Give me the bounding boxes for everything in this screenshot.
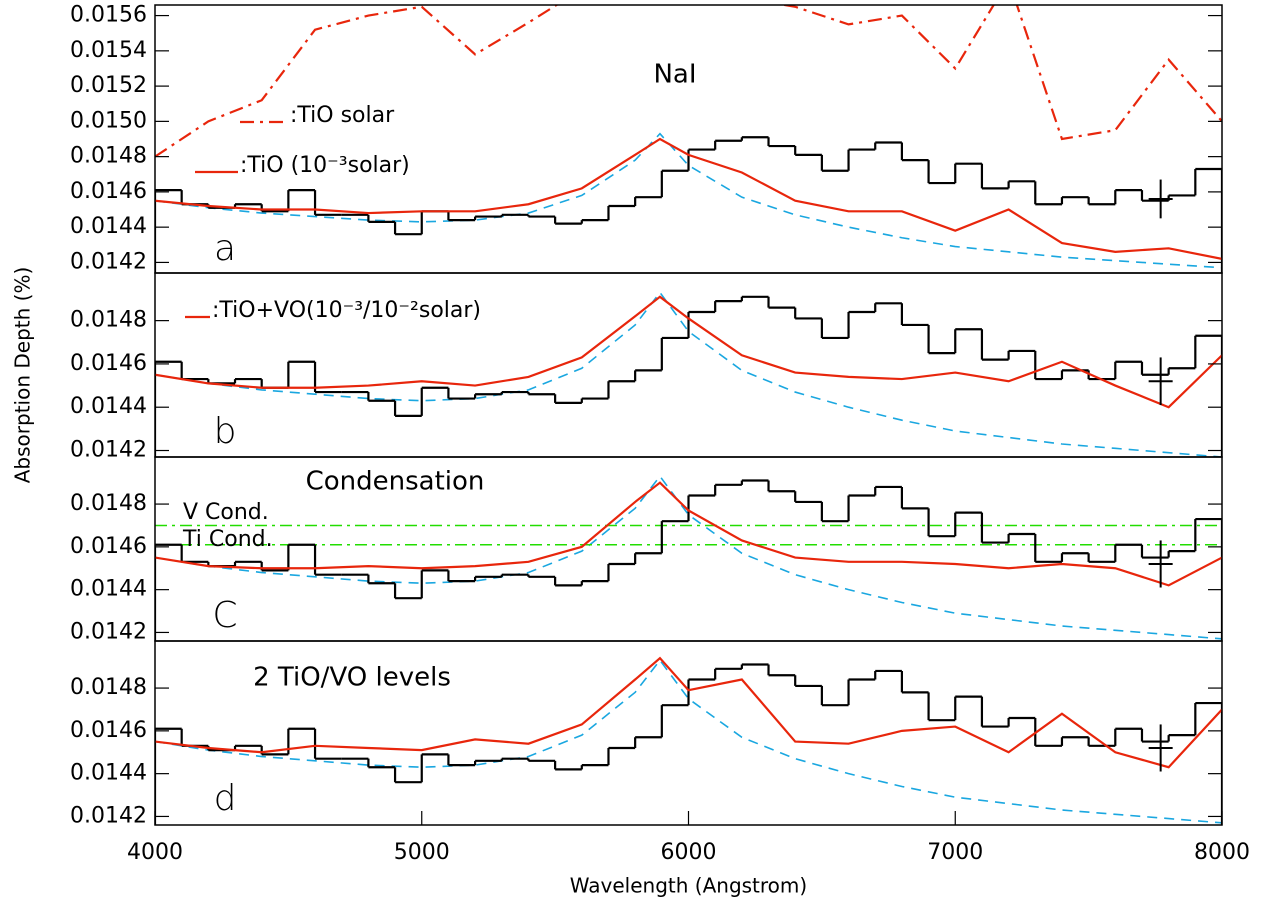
histogram-riser bbox=[155, 664, 1222, 825]
panel-label: a bbox=[214, 228, 236, 269]
model-line bbox=[155, 132, 1222, 269]
model-spectrum bbox=[155, 656, 1222, 769]
plot-area bbox=[155, 5, 1222, 273]
condensation-label: Ti Cond. bbox=[182, 527, 273, 552]
model-line bbox=[155, 658, 1222, 824]
y-tick-label: 0.0154 bbox=[70, 38, 147, 63]
y-tick-label: 0.0148 bbox=[70, 308, 147, 333]
legend-label: :TiO solar bbox=[290, 103, 395, 128]
model-line bbox=[155, 291, 1222, 457]
y-tick-label: 0.0152 bbox=[70, 73, 147, 98]
x-tick-label: 8000 bbox=[1194, 840, 1250, 865]
x-tick-label: 6000 bbox=[661, 840, 717, 865]
y-tick-label: 0.0144 bbox=[70, 214, 147, 239]
model-spectrum bbox=[155, 481, 1222, 587]
model-spectrum bbox=[155, 5, 1222, 158]
x-axis-label: Wavelength (Angstrom) bbox=[570, 874, 807, 898]
y-tick-label: 0.0146 bbox=[70, 718, 147, 743]
panel-frame bbox=[154, 640, 1223, 826]
annotation: Condensation bbox=[306, 467, 485, 497]
y-tick-label: 0.0142 bbox=[70, 438, 147, 463]
y-axis-label: Absorption Depth (%) bbox=[11, 267, 35, 484]
panel-label: d bbox=[214, 778, 237, 819]
model-spectrum bbox=[155, 137, 1222, 260]
y-tick-label: 0.0146 bbox=[70, 351, 147, 376]
y-tick-label: 0.0142 bbox=[70, 249, 147, 274]
y-tick-label: 0.0156 bbox=[70, 3, 147, 28]
annotation: NaI bbox=[653, 60, 696, 90]
y-tick-label: 0.0148 bbox=[70, 675, 147, 700]
y-tick-label: 0.0146 bbox=[70, 534, 147, 559]
y-tick-label: 0.0144 bbox=[70, 761, 147, 786]
y-tick-label: 0.0150 bbox=[70, 108, 147, 133]
y-tick-label: 0.0148 bbox=[70, 491, 147, 516]
y-tick-label: 0.0142 bbox=[70, 619, 147, 644]
legend-label: :TiO (10⁻³solar) bbox=[240, 153, 410, 178]
x-tick-label: 7000 bbox=[927, 840, 983, 865]
x-tick-label: 4000 bbox=[127, 840, 183, 865]
y-tick-label: 0.0146 bbox=[70, 179, 147, 204]
histogram-riser bbox=[155, 137, 1222, 273]
plot-area bbox=[155, 291, 1222, 457]
annotation: 2 TiO/VO levels bbox=[253, 663, 451, 693]
panel-label: b bbox=[214, 411, 237, 452]
histogram-riser bbox=[155, 296, 1222, 457]
plot-area bbox=[155, 474, 1222, 641]
histogram-riser bbox=[155, 480, 1222, 641]
y-tick-label: 0.0144 bbox=[70, 394, 147, 419]
panel-label: C bbox=[212, 595, 237, 636]
x-tick-label: 5000 bbox=[394, 840, 450, 865]
condensation-label: V Cond. bbox=[183, 500, 269, 525]
y-tick-label: 0.0144 bbox=[70, 577, 147, 602]
y-tick-label: 0.0142 bbox=[70, 803, 147, 828]
model-spectrum bbox=[155, 295, 1222, 409]
legend-label: :TiO+VO(10⁻³/10⁻²solar) bbox=[212, 298, 481, 323]
plot-area bbox=[155, 656, 1222, 825]
y-tick-label: 0.0148 bbox=[70, 144, 147, 169]
